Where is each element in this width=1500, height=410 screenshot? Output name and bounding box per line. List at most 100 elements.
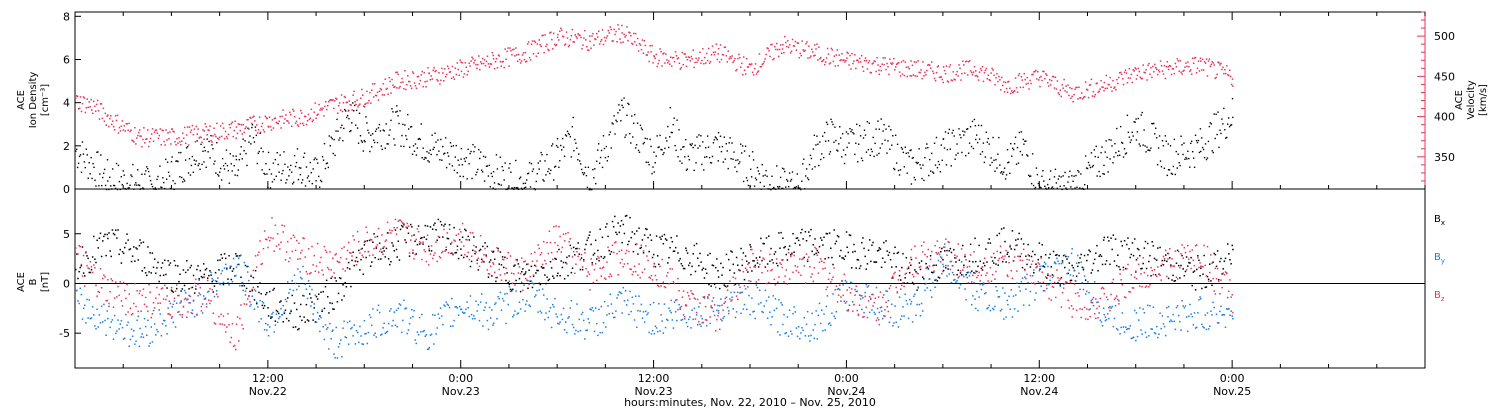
bx-point: [691, 265, 693, 268]
bx-point: [1091, 269, 1094, 271]
velocity-point: [1011, 90, 1013, 92]
density-point: [490, 172, 493, 175]
by-point: [510, 290, 513, 293]
density-point: [925, 147, 927, 149]
by-point: [916, 303, 918, 306]
bz-point: [397, 220, 400, 223]
by-point: [686, 325, 689, 328]
bx-point: [486, 245, 489, 248]
density-point: [1103, 164, 1105, 167]
velocity-point: [119, 130, 122, 132]
by-point: [506, 292, 508, 295]
velocity-point: [309, 117, 312, 120]
bx-point: [479, 248, 482, 251]
density-point: [759, 181, 762, 184]
velocity-point: [190, 129, 193, 131]
density-point: [985, 131, 988, 133]
velocity-point: [203, 138, 205, 141]
density-point: [993, 159, 995, 162]
by-point: [777, 331, 779, 333]
velocity-point: [581, 47, 583, 50]
density-point: [345, 110, 347, 112]
by-point: [262, 302, 265, 304]
velocity-point: [112, 125, 115, 128]
bx-point: [665, 239, 668, 241]
velocity-point: [966, 60, 968, 62]
bx-point: [1028, 255, 1031, 257]
by-point: [1025, 288, 1027, 290]
bx-point: [1015, 239, 1017, 241]
velocity-point: [717, 53, 720, 55]
by-point: [393, 311, 396, 313]
by-point: [734, 316, 737, 319]
bx-point: [819, 237, 822, 239]
velocity-point: [1126, 81, 1129, 84]
bx-point: [1099, 254, 1102, 256]
by-point: [1053, 262, 1056, 264]
bx-point: [828, 232, 831, 234]
velocity-point: [296, 124, 299, 126]
velocity-point: [727, 50, 729, 52]
density-point: [499, 156, 502, 158]
density-point: [849, 127, 851, 130]
density-point: [1095, 145, 1097, 148]
bx-point: [1218, 278, 1220, 281]
by-point: [754, 317, 756, 320]
velocity-point: [958, 64, 960, 66]
by-point: [664, 326, 667, 329]
by-point: [822, 329, 824, 332]
bx-point: [800, 232, 802, 234]
density-point: [874, 142, 876, 145]
density-point: [974, 124, 977, 127]
density-point: [95, 185, 97, 187]
by-point: [958, 287, 961, 289]
density-point: [123, 174, 125, 176]
bx-point: [273, 287, 275, 290]
velocity-point: [1070, 97, 1072, 99]
bx-point: [658, 263, 660, 266]
by-point: [965, 298, 967, 301]
bx-point: [294, 326, 297, 328]
density-point: [642, 143, 645, 145]
by-point: [80, 293, 83, 296]
velocity-point: [628, 31, 630, 33]
velocity-point: [621, 32, 623, 34]
by-point: [606, 314, 608, 316]
density-point: [281, 172, 283, 175]
by-point: [969, 271, 972, 274]
velocity-point: [764, 58, 766, 60]
density-point: [758, 173, 761, 175]
velocity-ylabel-line1: ACE: [1454, 90, 1465, 110]
bz-point: [319, 261, 321, 264]
velocity-point: [271, 119, 274, 121]
bx-point: [437, 218, 440, 221]
density-point: [209, 157, 211, 159]
density-point: [840, 137, 842, 139]
bx-point: [671, 240, 674, 243]
density-point: [556, 138, 559, 140]
velocity-point: [760, 65, 763, 68]
by-point: [519, 308, 522, 310]
bz-point: [241, 324, 243, 326]
velocity-point: [611, 40, 613, 42]
density-point: [384, 147, 386, 149]
velocity-point: [168, 138, 170, 140]
velocity-point: [170, 143, 172, 145]
density-point: [528, 161, 531, 164]
by-point: [451, 297, 453, 300]
bx-point: [153, 258, 156, 260]
density-point: [198, 163, 200, 165]
by-point: [986, 307, 988, 310]
density-point: [1100, 151, 1102, 154]
velocity-point: [691, 58, 693, 60]
velocity-point: [149, 137, 152, 140]
density-point: [799, 187, 801, 189]
density-point: [543, 180, 545, 182]
bz-point: [385, 239, 388, 241]
velocity-point: [130, 129, 132, 131]
by-point: [959, 283, 962, 286]
bx-point: [1065, 255, 1067, 258]
bz-point: [106, 299, 108, 302]
velocity-point: [1017, 74, 1020, 77]
velocity-point: [445, 73, 448, 76]
